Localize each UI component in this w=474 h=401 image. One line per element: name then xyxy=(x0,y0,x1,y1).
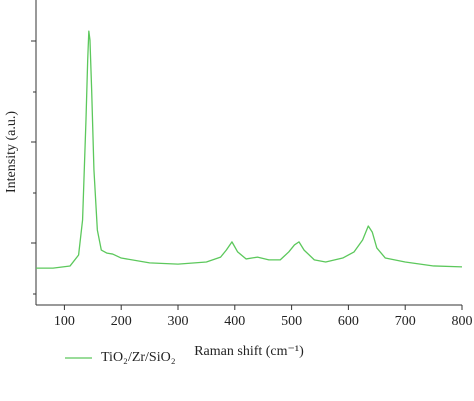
y-axis-label: Intensity (a.u.) xyxy=(4,111,19,193)
x-tick-label: 200 xyxy=(111,314,132,329)
x-tick-label: 700 xyxy=(395,314,416,329)
x-tick-label: 800 xyxy=(452,314,473,329)
x-tick-label: 500 xyxy=(281,314,302,329)
x-tick-label: 100 xyxy=(54,314,75,329)
x-axis-label: Raman shift (cm⁻¹) xyxy=(194,344,304,359)
x-tick-label: 600 xyxy=(338,314,359,329)
data-line xyxy=(36,30,463,269)
x-tick-label: 400 xyxy=(224,314,245,329)
axes xyxy=(31,0,462,306)
x-tick-label: 300 xyxy=(168,314,189,329)
legend-label: TiO₂/Zr/SiO₂ xyxy=(101,350,176,365)
